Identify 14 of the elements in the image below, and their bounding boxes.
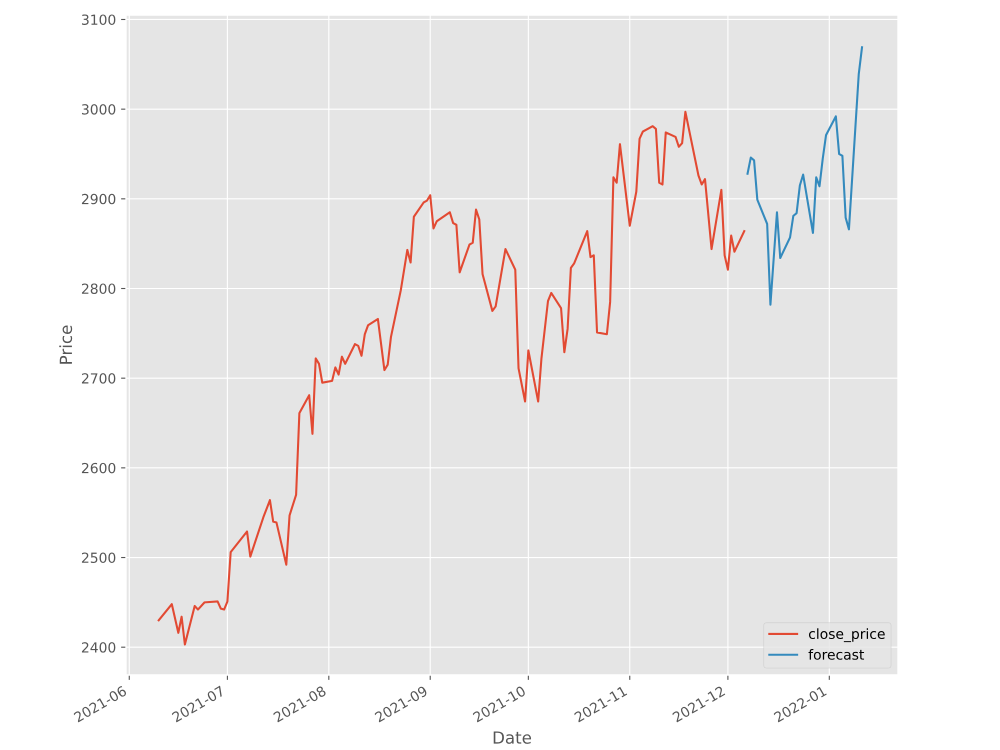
y-tick-label: 2700 (82, 373, 116, 384)
y-tick-label: 2400 (82, 642, 116, 653)
y-axis-title: Price (59, 326, 72, 364)
y-tick-label: 3000 (82, 104, 116, 115)
x-axis-title: Date (494, 731, 532, 744)
line-series (746, 46, 864, 306)
y-tick-label: 2900 (82, 194, 116, 204)
y-tick-label: 2600 (82, 462, 116, 474)
legend-label: close_price (808, 628, 885, 642)
y-tick-label: 3100 (82, 14, 116, 25)
legend-label: forecast (808, 649, 864, 660)
y-tick-label: 2800 (82, 283, 116, 294)
y-tick-label: 2500 (82, 552, 116, 563)
line-series (158, 110, 746, 646)
